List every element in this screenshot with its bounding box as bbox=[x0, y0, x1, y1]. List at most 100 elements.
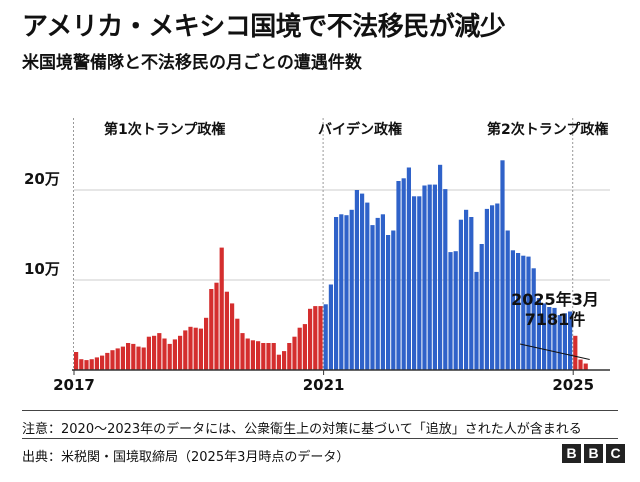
bar bbox=[448, 252, 453, 370]
x-tick-label: 2025 bbox=[552, 376, 594, 394]
chart-subtitle: 米国境警備隊と不法移民の月ごとの遭遇件数 bbox=[22, 53, 362, 73]
bar bbox=[79, 359, 84, 370]
bar bbox=[396, 181, 401, 370]
bar bbox=[365, 202, 370, 370]
bar bbox=[172, 339, 177, 370]
source-divider bbox=[22, 438, 618, 439]
bar bbox=[542, 303, 547, 370]
bar bbox=[318, 306, 323, 370]
bbc-logo-letter: C bbox=[606, 444, 625, 463]
bar bbox=[370, 225, 375, 370]
bar bbox=[422, 185, 427, 370]
bar bbox=[380, 214, 385, 370]
bar bbox=[521, 255, 526, 370]
bar bbox=[557, 315, 562, 370]
bar bbox=[438, 164, 443, 370]
bar bbox=[417, 196, 422, 370]
bar bbox=[131, 343, 136, 370]
bar bbox=[516, 253, 521, 370]
bar bbox=[427, 184, 432, 370]
annotation-label: 2025年3月 bbox=[511, 290, 599, 309]
bar bbox=[224, 291, 229, 370]
bar bbox=[110, 350, 115, 370]
bar bbox=[235, 318, 240, 370]
bar bbox=[526, 256, 531, 370]
bar bbox=[328, 284, 333, 370]
era-label: バイデン政権 bbox=[318, 121, 402, 138]
bar bbox=[74, 352, 79, 370]
bar bbox=[339, 214, 344, 370]
bar bbox=[126, 343, 131, 370]
bar bbox=[344, 215, 349, 370]
bar bbox=[531, 268, 536, 370]
bar bbox=[297, 327, 302, 370]
bar bbox=[230, 303, 235, 370]
bar bbox=[141, 347, 146, 370]
bar bbox=[256, 341, 261, 370]
bar bbox=[313, 306, 318, 370]
bar bbox=[469, 217, 474, 370]
bar bbox=[536, 298, 541, 370]
bar bbox=[552, 307, 557, 370]
bar bbox=[152, 335, 157, 370]
bar bbox=[412, 196, 417, 370]
bar bbox=[193, 327, 198, 370]
bar bbox=[271, 343, 276, 370]
bar bbox=[386, 235, 391, 370]
bar bbox=[84, 360, 89, 370]
bar bbox=[204, 317, 209, 370]
bar bbox=[474, 271, 479, 370]
bar bbox=[573, 335, 578, 370]
bar bbox=[105, 352, 110, 370]
bar bbox=[198, 328, 203, 370]
era-label: 第1次トランプ政権 bbox=[104, 121, 225, 138]
bar bbox=[490, 205, 495, 370]
bar bbox=[500, 160, 505, 370]
bar bbox=[146, 336, 151, 370]
bar bbox=[308, 308, 313, 370]
border-encounters-chart: 第1次トランプ政権 バイデン政権 第2次トランプ政権 10万 20万 2017 2021… bbox=[24, 118, 610, 394]
bar bbox=[136, 346, 141, 370]
bar bbox=[334, 217, 339, 370]
bar bbox=[287, 343, 292, 370]
bar bbox=[458, 219, 463, 370]
bar bbox=[245, 338, 250, 370]
bar bbox=[568, 311, 573, 370]
note-divider bbox=[22, 410, 618, 411]
bar bbox=[100, 355, 105, 370]
y-tick-label: 10万 bbox=[24, 260, 60, 278]
bar bbox=[94, 357, 99, 370]
bar bbox=[250, 340, 255, 370]
era-dividers: 第1次トランプ政権 バイデン政権 第2次トランプ政権 bbox=[73, 118, 608, 370]
bbc-logo-letter: B bbox=[562, 444, 581, 463]
bar bbox=[240, 333, 245, 370]
bar bbox=[167, 343, 172, 370]
bar bbox=[443, 189, 448, 370]
bar bbox=[547, 307, 552, 370]
y-tick-labels: 10万 20万 bbox=[24, 170, 60, 278]
bar bbox=[162, 338, 167, 370]
bar bbox=[323, 304, 328, 370]
bar bbox=[510, 250, 515, 370]
bar bbox=[578, 359, 583, 370]
bar bbox=[188, 326, 193, 370]
bar bbox=[505, 230, 510, 370]
bar bbox=[266, 343, 271, 370]
source-credit: 出典：米税関・国境取締局（2025年3月時点のデータ） bbox=[22, 450, 350, 465]
bar bbox=[354, 190, 359, 370]
x-tick-label: 2021 bbox=[303, 376, 345, 394]
bar bbox=[302, 324, 307, 370]
bar bbox=[183, 330, 188, 370]
bar bbox=[89, 359, 94, 370]
bar bbox=[432, 184, 437, 370]
bar bbox=[464, 209, 469, 370]
bar bbox=[349, 209, 354, 370]
bar bbox=[479, 244, 484, 370]
bbc-logo: B B C bbox=[562, 444, 625, 463]
footnote: 注意：2020～2023年のデータには、公衆衛生上の対策に基づいて「追放」された… bbox=[22, 422, 582, 437]
bar bbox=[484, 208, 489, 370]
bar bbox=[157, 333, 162, 370]
bar bbox=[276, 354, 281, 370]
bar bbox=[219, 247, 224, 370]
era-label: 第2次トランプ政権 bbox=[487, 121, 608, 138]
